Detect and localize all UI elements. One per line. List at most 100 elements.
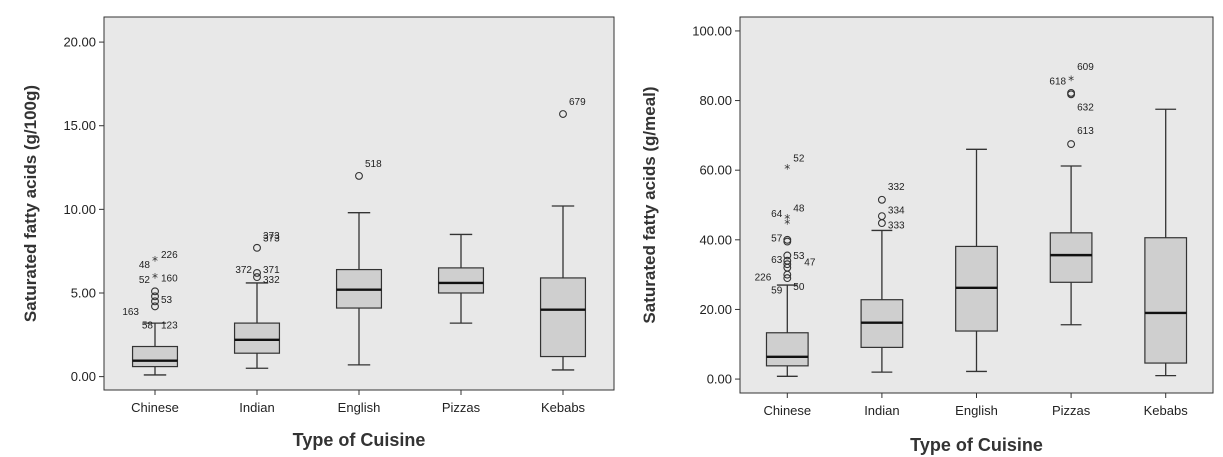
outlier-label: 632 <box>1077 103 1094 114</box>
x-tick-label-kebabs: Kebabs <box>1144 403 1189 418</box>
outlier-circle <box>253 273 261 282</box>
x-tick-label-kebabs: Kebabs <box>541 400 586 415</box>
outlier-circle <box>559 110 567 118</box>
outlier-label: 57 <box>771 234 783 245</box>
outlier-circle <box>783 256 792 265</box>
outlier-label: 58 <box>142 320 154 331</box>
box-kebabs <box>539 205 587 371</box>
outlier-circle <box>783 251 792 260</box>
outlier-label: 618 <box>1049 77 1066 88</box>
outlier-circle <box>783 274 792 283</box>
outlier-star: * <box>1068 73 1074 87</box>
box-iqr <box>765 332 809 367</box>
outlier-label: 371 <box>263 265 280 276</box>
x-tick-label-indian: Indian <box>239 400 274 415</box>
y-tick-label: 5.00 <box>71 285 96 300</box>
outlier-label: 160 <box>161 273 178 284</box>
outlier-star: * <box>784 212 790 226</box>
x-tick-label-pizzas: Pizzas <box>442 400 481 415</box>
x-tick-label-english: English <box>338 400 381 415</box>
x-axis-title: Type of Cuisine <box>293 430 426 450</box>
y-tick-label: 15.00 <box>63 118 96 133</box>
outlier-star: * <box>152 254 158 268</box>
outlier-label: 613 <box>1077 126 1094 137</box>
outlier-label: 63 <box>771 255 783 266</box>
box-pizzas <box>1049 165 1093 326</box>
box-iqr <box>437 267 485 294</box>
y-axis-title: Saturated fatty acids (g/100g) <box>21 85 40 322</box>
outlier-label: 48 <box>793 203 805 214</box>
outlier-label: 609 <box>1077 62 1094 73</box>
outlier-label: 518 <box>365 159 382 170</box>
x-tick-label-pizzas: Pizzas <box>1052 403 1091 418</box>
y-axis-title: Saturated fatty acids (g/meal) <box>640 86 659 323</box>
box-iqr <box>131 345 179 368</box>
y-tick-label: 80.00 <box>699 93 732 108</box>
box-iqr <box>1049 232 1093 283</box>
outlier-label: 679 <box>569 97 586 108</box>
outlier-circle <box>1067 140 1076 149</box>
outlier-circle <box>783 235 792 244</box>
y-tick-label: 20.00 <box>699 302 732 317</box>
box-indian <box>233 282 281 369</box>
y-tick-label: 0.00 <box>707 372 732 387</box>
outlier-label: 47 <box>804 258 816 269</box>
outlier-circle <box>355 171 363 180</box>
box-kebabs <box>1144 108 1188 377</box>
box-chinese <box>131 322 179 376</box>
x-tick-label-chinese: Chinese <box>131 400 179 415</box>
y-tick-label: 10.00 <box>63 202 96 217</box>
outlier-label: 53 <box>793 251 805 262</box>
outlier-label: 163 <box>122 307 139 318</box>
outlier-label: 226 <box>161 250 178 261</box>
panel-left-g-per-100g: 0.00 5.00 10.00 15.00 20.00 Chinese Indian Engl… <box>21 16 615 450</box>
outlier-label: 334 <box>888 205 905 216</box>
outlier-circle <box>151 302 159 311</box>
y-tick-label: 60.00 <box>699 163 732 178</box>
outlier-label: 52 <box>793 154 805 165</box>
x-tick-label-english: English <box>955 403 998 418</box>
box-english <box>955 148 998 373</box>
outlier-label: 372 <box>235 265 252 276</box>
outlier-label: 53 <box>161 295 173 306</box>
box-iqr <box>1144 237 1188 364</box>
outlier-circle <box>151 292 159 301</box>
outlier-circle <box>783 260 792 269</box>
outlier-label: 332 <box>888 182 905 193</box>
x-tick-label-chinese: Chinese <box>763 403 811 418</box>
x-axis-title: Type of Cuisine <box>910 435 1043 455</box>
box-pizzas <box>437 233 485 324</box>
outlier-label: 373 <box>263 233 280 244</box>
y-tick-label: 40.00 <box>699 232 732 247</box>
outlier-circle <box>1067 88 1076 97</box>
outlier-circle <box>151 297 159 306</box>
y-tick-label: 100.00 <box>692 23 732 38</box>
outlier-label: 48 <box>139 260 151 271</box>
outlier-label: 373 <box>263 231 280 242</box>
outlier-label: 52 <box>139 275 151 286</box>
box-iqr <box>539 277 587 358</box>
outlier-label: 333 <box>888 220 905 231</box>
outlier-star: * <box>784 162 790 176</box>
outlier-label: 226 <box>755 273 772 284</box>
box-chinese <box>765 284 809 377</box>
outlier-circle <box>877 195 886 204</box>
y-tick-label: 20.00 <box>63 35 96 50</box>
box-iqr <box>233 322 281 354</box>
outlier-label: 332 <box>263 275 280 286</box>
panel-right-g-per-meal: 0.00 20.00 40.00 60.00 80.00 100.00 Chinese Ind… <box>640 16 1214 455</box>
outlier-circle <box>151 287 159 296</box>
outlier-star: * <box>784 217 790 231</box>
outlier-label: 123 <box>161 320 178 331</box>
outlier-circle <box>253 243 261 252</box>
x-tick-label-indian: Indian <box>864 403 899 418</box>
outlier-label: 64 <box>771 209 783 220</box>
outlier-label: 59 <box>771 285 783 296</box>
box-english <box>335 212 383 366</box>
outlier-label: 50 <box>793 282 805 293</box>
outlier-circle <box>253 268 261 277</box>
outlier-star: * <box>152 271 158 285</box>
y-tick-label: 0.00 <box>71 369 96 384</box>
box-indian <box>860 229 904 373</box>
